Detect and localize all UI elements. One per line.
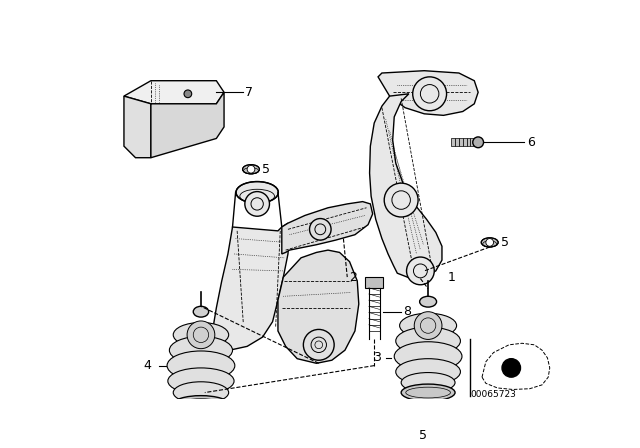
Text: 1: 1 xyxy=(447,271,455,284)
Ellipse shape xyxy=(419,419,437,428)
Text: 00065723: 00065723 xyxy=(470,390,516,399)
Circle shape xyxy=(384,183,418,217)
Ellipse shape xyxy=(168,368,234,394)
Polygon shape xyxy=(378,71,478,116)
Circle shape xyxy=(413,77,447,111)
Ellipse shape xyxy=(173,396,228,413)
Circle shape xyxy=(184,90,192,98)
Text: 5: 5 xyxy=(501,236,509,249)
Ellipse shape xyxy=(173,382,228,403)
Polygon shape xyxy=(459,138,463,146)
Ellipse shape xyxy=(167,351,235,380)
Polygon shape xyxy=(124,81,224,104)
Polygon shape xyxy=(365,277,383,288)
Ellipse shape xyxy=(396,359,460,385)
Ellipse shape xyxy=(236,181,278,203)
Ellipse shape xyxy=(243,165,259,174)
Polygon shape xyxy=(212,223,289,350)
Text: 4: 4 xyxy=(143,359,151,372)
Polygon shape xyxy=(463,138,467,146)
Text: 8: 8 xyxy=(403,305,411,318)
Ellipse shape xyxy=(394,342,462,371)
Ellipse shape xyxy=(473,137,484,148)
Circle shape xyxy=(502,359,520,377)
Ellipse shape xyxy=(193,306,209,317)
Circle shape xyxy=(486,238,493,246)
Text: 3: 3 xyxy=(372,351,381,364)
Polygon shape xyxy=(455,138,459,146)
Text: 5: 5 xyxy=(262,163,270,176)
Circle shape xyxy=(187,321,215,349)
Polygon shape xyxy=(470,138,474,146)
Text: 2: 2 xyxy=(349,271,357,284)
Polygon shape xyxy=(278,250,359,363)
Polygon shape xyxy=(124,96,151,158)
Circle shape xyxy=(414,312,442,340)
Text: 6: 6 xyxy=(527,136,534,149)
Text: 5: 5 xyxy=(419,429,428,442)
Circle shape xyxy=(310,219,331,240)
Polygon shape xyxy=(467,138,470,146)
Polygon shape xyxy=(151,92,224,158)
Ellipse shape xyxy=(401,384,455,401)
Ellipse shape xyxy=(399,313,456,338)
Polygon shape xyxy=(451,138,455,146)
Polygon shape xyxy=(282,202,372,254)
Circle shape xyxy=(247,165,255,173)
Ellipse shape xyxy=(396,327,460,355)
Ellipse shape xyxy=(401,373,455,392)
Ellipse shape xyxy=(481,238,498,247)
Text: 7: 7 xyxy=(245,86,253,99)
Ellipse shape xyxy=(170,336,232,364)
Circle shape xyxy=(245,192,269,216)
Circle shape xyxy=(424,419,432,427)
Circle shape xyxy=(303,329,334,360)
Ellipse shape xyxy=(173,323,228,347)
Polygon shape xyxy=(369,94,442,279)
Circle shape xyxy=(406,257,435,285)
Ellipse shape xyxy=(420,296,436,307)
